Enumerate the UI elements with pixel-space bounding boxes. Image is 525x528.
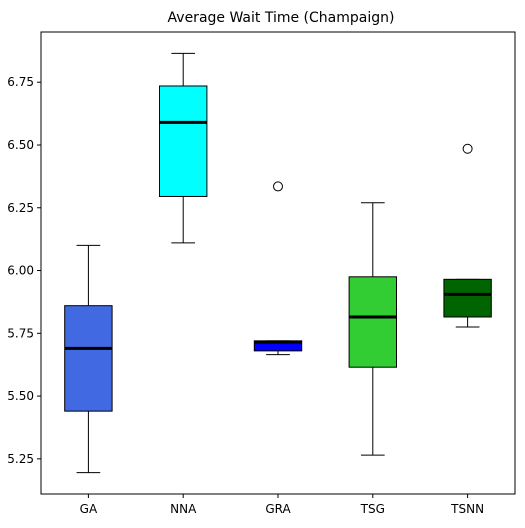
chart-title: Average Wait Time (Champaign) (168, 10, 395, 26)
box-tsnn-outlier (462, 143, 473, 154)
x-tick-label: TSG (360, 502, 385, 516)
y-tick-label: 6.00 (7, 264, 34, 278)
axes-frame (40, 31, 516, 495)
plot-area: 5.25 5.50 5.75 6.00 6.25 6.50 6.75 GA NNA GRA TSG T… (7, 52, 492, 516)
y-tick-label: 5.50 (7, 389, 34, 403)
y-tick-label: 6.75 (7, 75, 34, 89)
box-ga (64, 305, 113, 412)
y-tick-label: 5.75 (7, 326, 34, 340)
box-gra-outlier (273, 181, 283, 192)
y-tick-label: 6.50 (7, 138, 34, 152)
y-tick-label: 6.25 (7, 201, 34, 215)
x-tick-label: TSNN (450, 502, 484, 516)
x-tick-label: NNA (170, 502, 197, 516)
box-tsnn (443, 278, 492, 318)
box-nna (159, 85, 208, 197)
box-tsg (348, 276, 398, 368)
y-tick-label: 5.25 (7, 452, 34, 466)
x-tick-label: GRA (265, 502, 291, 516)
x-tick-label: GA (80, 502, 98, 516)
